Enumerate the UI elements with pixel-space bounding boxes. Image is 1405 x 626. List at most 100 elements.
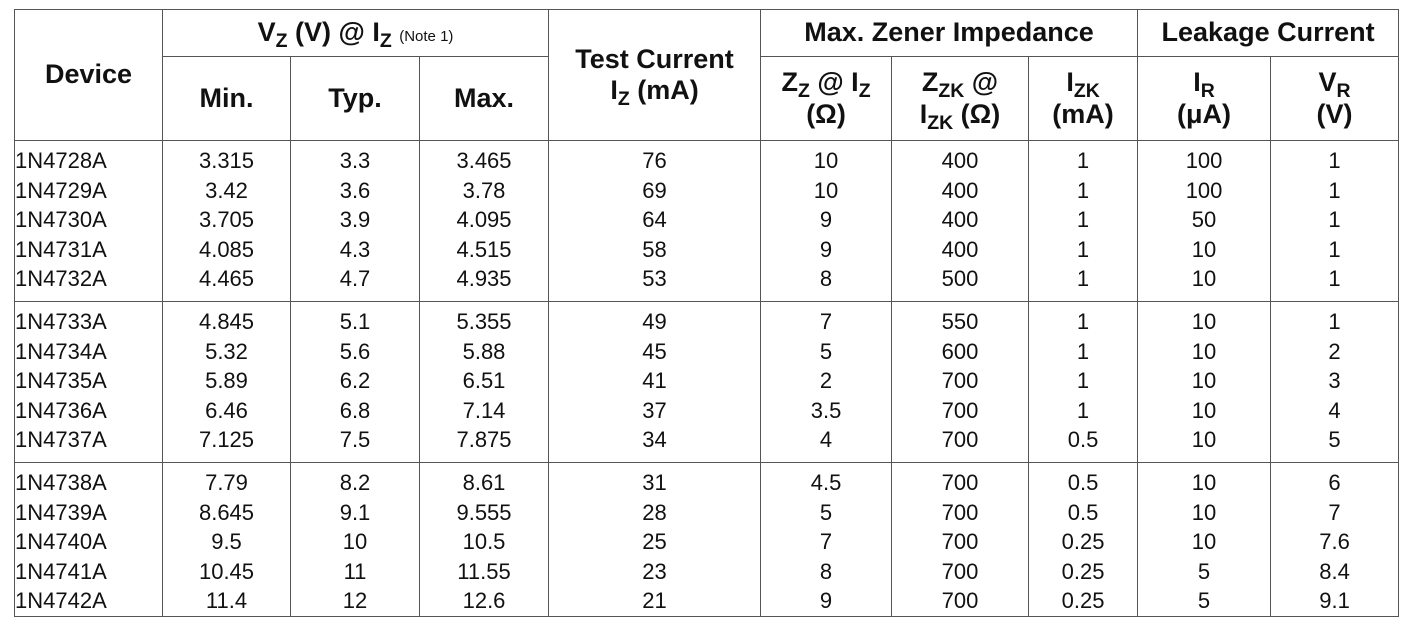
table-cell: 69 xyxy=(642,177,667,203)
table-cell: 10 xyxy=(1191,427,1217,453)
table-cell: 550 xyxy=(941,308,979,334)
table-cell: 3.5 xyxy=(810,397,842,423)
table-cell: 76 xyxy=(642,148,667,173)
vz-max-header: Max. xyxy=(418,56,550,141)
table-cell: 8 xyxy=(819,266,833,292)
table-cell: 1N4736A xyxy=(15,397,107,423)
table-cell: 1 xyxy=(1076,368,1090,394)
table-cell: 7.6 xyxy=(1319,529,1350,555)
ir-column: 10 10 10 10 10 xyxy=(1137,300,1272,463)
max-column: 8.61 9.555 10.5 11.55 12.6 xyxy=(418,461,550,617)
table-cell: 1N4728A xyxy=(15,148,107,173)
table-cell: 700 xyxy=(941,499,979,525)
table-cell: 5.355 xyxy=(456,308,512,334)
zzk-column: 550 600 700 700 700 xyxy=(891,300,1030,463)
table-cell: 8 xyxy=(819,558,833,584)
ir-column: 10 10 10 5 5 xyxy=(1137,461,1272,617)
table-cell: 700 xyxy=(941,469,979,495)
table-cell: 5 xyxy=(819,338,833,364)
zzk-column: 700 700 700 700 700 xyxy=(891,461,1030,617)
table-cell: 1 xyxy=(1328,236,1341,262)
table-cell: 9.555 xyxy=(456,499,512,525)
table-cell: 4.095 xyxy=(456,207,512,233)
table-cell: 8.2 xyxy=(339,469,371,495)
table-cell: 3.465 xyxy=(456,148,512,173)
device-group: 1N4738A 1N4739A 1N4740A 1N4741A 1N4742A 7.79… xyxy=(14,461,1400,617)
table-cell: 1N4737A xyxy=(15,427,107,453)
table-cell: 7.5 xyxy=(339,427,371,453)
table-cell: 500 xyxy=(941,266,979,292)
table-cell: 3.315 xyxy=(198,148,255,173)
vr-column: 1 2 3 4 5 xyxy=(1270,300,1400,463)
table-cell: 10 xyxy=(813,177,839,203)
typ-column: 3.3 3.6 3.9 4.3 4.7 xyxy=(290,140,420,302)
table-cell: 10.5 xyxy=(462,529,506,555)
izk-column: 0.5 0.5 0.25 0.25 0.25 xyxy=(1028,461,1139,617)
table-cell: 7 xyxy=(1328,499,1341,525)
zz-column: 4.5 5 7 8 9 xyxy=(760,461,893,617)
table-cell: 1N4739A xyxy=(15,499,107,525)
table-cell: 0.5 xyxy=(1067,469,1099,495)
table-cell: 600 xyxy=(941,338,979,364)
table-cell: 4.5 xyxy=(810,469,842,495)
note-1-label: (Note 1) xyxy=(399,28,454,46)
table-cell: 1N4735A xyxy=(15,368,107,394)
table-cell: 7.125 xyxy=(198,427,255,453)
table-cell: 400 xyxy=(941,207,979,233)
table-cell: 0.25 xyxy=(1061,588,1105,614)
table-cell: 41 xyxy=(642,368,667,394)
izk-column: 1 1 1 1 1 xyxy=(1028,140,1139,302)
max-column: 5.355 5.88 6.51 7.14 7.875 xyxy=(418,300,550,463)
table-cell: 5.6 xyxy=(339,338,371,364)
test-current-column: 49 45 41 37 34 xyxy=(548,300,762,463)
table-cell: 11.55 xyxy=(457,558,511,584)
table-cell: 2 xyxy=(819,368,833,394)
table-cell: 3.9 xyxy=(339,207,371,233)
table-cell: 2 xyxy=(1328,338,1341,364)
table-cell: 10 xyxy=(1191,529,1217,555)
zz-header: ZZ @ IZ (Ω) xyxy=(760,56,893,141)
table-cell: 4.845 xyxy=(198,308,255,334)
table-cell: 5 xyxy=(1197,588,1211,614)
table-cell: 1N4738A xyxy=(15,469,107,495)
table-cell: 1N4733A xyxy=(15,308,107,334)
table-cell: 9.1 xyxy=(1319,588,1350,614)
table-cell: 1N4742A xyxy=(15,588,107,614)
zener-spec-table: Device VZ (V) @ IZ (Note 1) Test Current… xyxy=(14,9,1400,617)
table-cell: 700 xyxy=(941,529,979,555)
table-cell: 9 xyxy=(819,236,833,262)
device-column: 1N4738A 1N4739A 1N4740A 1N4741A 1N4742A xyxy=(14,461,163,617)
leakage-header: Leakage Current xyxy=(1137,9,1400,57)
table-cell: 5.32 xyxy=(205,338,248,364)
table-cell: 6.8 xyxy=(339,397,371,423)
table-cell: 1 xyxy=(1328,148,1341,173)
table-cell: 10 xyxy=(1191,308,1217,334)
table-cell: 1N4732A xyxy=(15,266,107,292)
max-column: 3.465 3.78 4.095 4.515 4.935 xyxy=(418,140,550,302)
ir-header: IR (μA) xyxy=(1137,56,1272,141)
table-cell: 1 xyxy=(1076,236,1090,262)
table-cell: 4 xyxy=(819,427,833,453)
table-cell: 5 xyxy=(819,499,833,525)
table-cell: 700 xyxy=(941,368,979,394)
table-cell: 4.085 xyxy=(198,236,255,262)
table-cell: 6.46 xyxy=(205,397,248,423)
table-cell: 4 xyxy=(1328,397,1341,423)
table-cell: 100 xyxy=(1185,177,1223,203)
table-cell: 10 xyxy=(1191,236,1217,262)
table-cell: 28 xyxy=(642,499,667,525)
table-cell: 1 xyxy=(1328,177,1341,203)
device-column: 1N4728A 1N4729A 1N4730A 1N4731A 1N4732A xyxy=(14,140,163,302)
table-cell: 7 xyxy=(819,308,833,334)
table-cell: 7 xyxy=(819,529,833,555)
table-cell: 1 xyxy=(1328,266,1341,292)
test-current-column: 31 28 25 23 21 xyxy=(548,461,762,617)
typ-column: 8.2 9.1 10 11 12 xyxy=(290,461,420,617)
table-cell: 3.6 xyxy=(339,177,371,203)
izk-column: 1 1 1 1 0.5 xyxy=(1028,300,1139,463)
zzk-header: ZZK @ IZK (Ω) xyxy=(891,56,1030,141)
table-cell: 10 xyxy=(1191,469,1217,495)
table-cell: 8.4 xyxy=(1319,558,1350,584)
table-cell: 0.5 xyxy=(1067,427,1099,453)
table-cell: 1 xyxy=(1328,308,1341,334)
